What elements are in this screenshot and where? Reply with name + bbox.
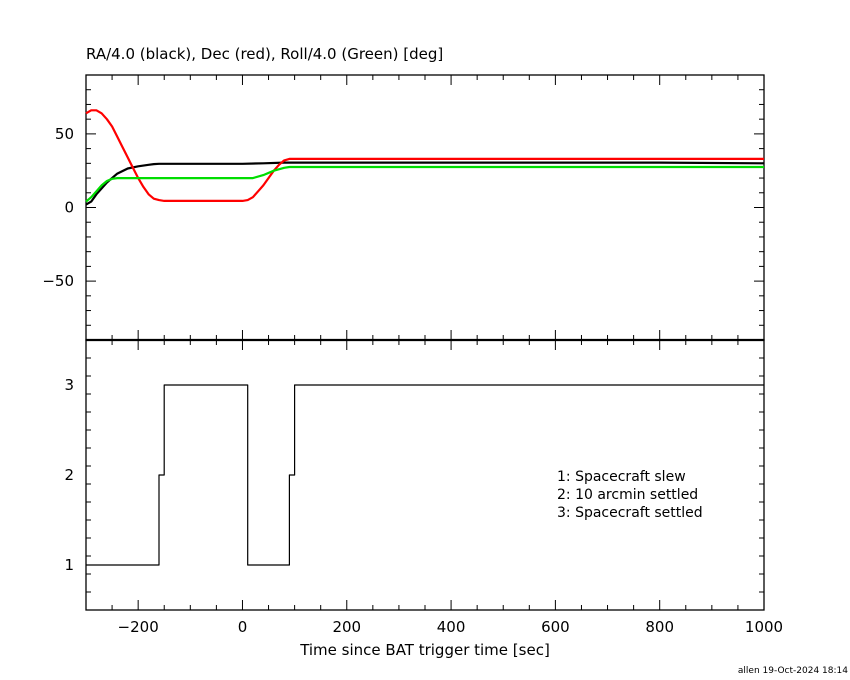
bottom-x-tick-label: 400 <box>437 618 466 636</box>
chart-title: RA/4.0 (black), Dec (red), Roll/4.0 (Gre… <box>86 45 443 63</box>
bottom-y-tick-label: 1 <box>64 556 74 574</box>
top-panel: −50 0 50 <box>42 74 765 341</box>
top-series-line-1 <box>85 109 764 202</box>
bottom-x-tick-label: −200 <box>118 618 159 636</box>
top-plot-frame <box>85 74 765 341</box>
bottom-x-tick-label: 1000 <box>745 618 783 636</box>
bottom-x-tick-label: 0 <box>238 618 248 636</box>
top-y-tick-label: 0 <box>64 199 74 217</box>
top-y-tick-label: 50 <box>55 125 74 143</box>
legend-entry-10arcmin: 2: 10 arcmin settled <box>557 487 698 503</box>
footer-credit: allen 19-Oct-2024 18:14 <box>738 666 848 676</box>
bottom-series-line-0 <box>86 384 764 566</box>
bottom-x-tick-label: 200 <box>332 618 361 636</box>
bottom-y-tick-label: 3 <box>64 376 74 394</box>
bottom-panel: 1 2 3 −200 0 200 400 600 800 1000 <box>64 338 783 636</box>
top-series-line-2 <box>85 165 764 203</box>
bottom-x-tick-label: 800 <box>645 618 674 636</box>
bottom-x-tick-label: 600 <box>541 618 570 636</box>
top-series-line-0 <box>85 161 765 206</box>
x-axis-label: Time since BAT trigger time [sec] <box>299 641 550 659</box>
bottom-y-tick-label: 2 <box>64 466 74 484</box>
top-y-tick-label: −50 <box>42 272 74 290</box>
legend-entry-settled: 3: Spacecraft settled <box>557 505 703 521</box>
legend-entry-slew: 1: Spacecraft slew <box>557 469 686 485</box>
